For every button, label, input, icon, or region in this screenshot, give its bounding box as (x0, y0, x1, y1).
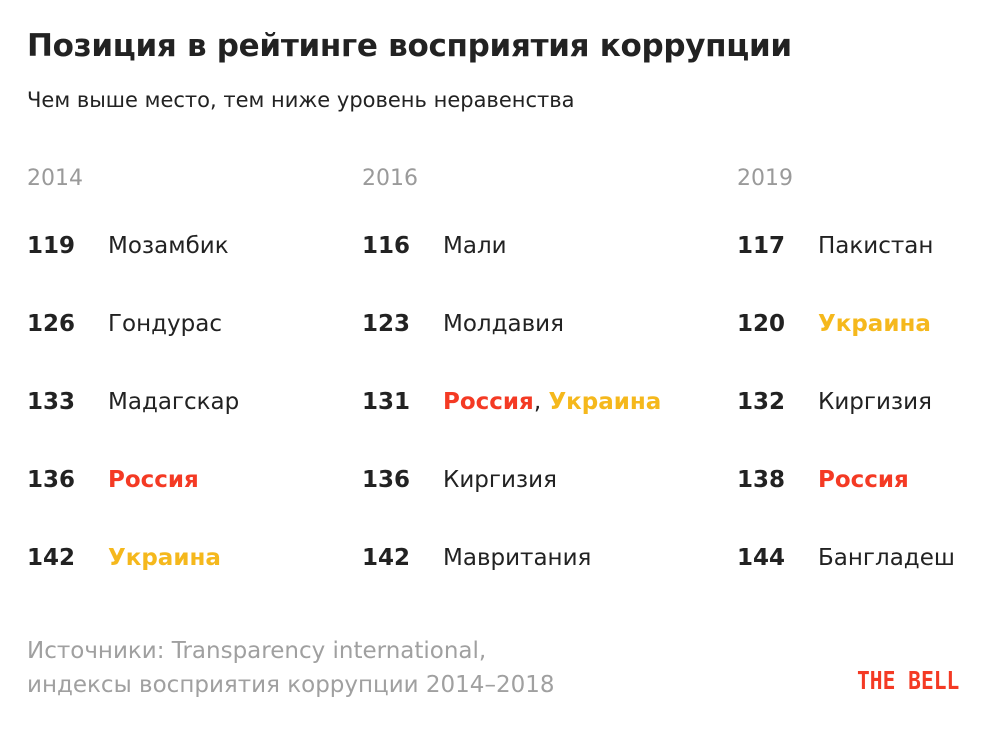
country-name: Гондурас (108, 311, 222, 337)
country-text: Киргизия (818, 389, 932, 415)
rank-value: 136 (27, 467, 76, 493)
country-name: Россия, Украина (443, 389, 661, 415)
rank-value: 132 (737, 389, 786, 415)
year-label: 2014 (27, 166, 83, 191)
rank-value: 144 (737, 545, 786, 571)
country-ukraine: Украина (108, 545, 221, 571)
rank-value: 123 (362, 311, 411, 337)
country-text: , (533, 389, 549, 415)
page-title: Позиция в рейтинге восприятия коррупции (27, 28, 792, 64)
page-subtitle: Чем выше место, тем ниже уровень неравен… (27, 88, 575, 112)
the-bell-logo: THE BELL (857, 666, 960, 695)
year-label: 2016 (362, 166, 418, 191)
source-note: Источники: Transparency international, и… (27, 634, 554, 702)
country-name: Украина (818, 311, 931, 337)
country-russia: Россия (443, 389, 534, 415)
source-line-1: Источники: Transparency international, (27, 638, 487, 664)
country-name: Мадагскар (108, 389, 239, 415)
rank-value: 142 (27, 545, 76, 571)
rank-value: 117 (737, 233, 786, 259)
source-line-2: индексы восприятия коррупции 2014–2018 (27, 672, 555, 698)
country-name: Россия (108, 467, 199, 493)
country-russia: Россия (108, 467, 199, 493)
rank-value: 116 (362, 233, 411, 259)
country-text: Киргизия (443, 467, 557, 493)
country-name: Молдавия (443, 311, 564, 337)
country-text: Мадагскар (108, 389, 240, 415)
country-text: Мавритания (443, 545, 592, 571)
country-text: Пакистан (818, 233, 934, 259)
country-name: Пакистан (818, 233, 933, 259)
country-name: Украина (108, 545, 221, 571)
country-name: Россия (818, 467, 909, 493)
country-ukraine: Украина (548, 389, 662, 415)
country-name: Киргизия (818, 389, 932, 415)
country-russia: Россия (818, 467, 909, 493)
country-text: Бангладеш (818, 545, 955, 571)
rank-value: 126 (27, 311, 76, 337)
country-name: Бангладеш (818, 545, 955, 571)
country-text: Мали (443, 233, 507, 259)
country-name: Мавритания (443, 545, 591, 571)
country-name: Мали (443, 233, 507, 259)
country-text: Мозамбик (108, 233, 229, 259)
rank-value: 138 (737, 467, 786, 493)
country-text: Молдавия (443, 311, 564, 337)
rank-value: 119 (27, 233, 76, 259)
country-name: Киргизия (443, 467, 557, 493)
rank-value: 136 (362, 467, 411, 493)
country-ukraine: Украина (818, 311, 931, 337)
rank-value: 133 (27, 389, 76, 415)
country-text: Гондурас (108, 311, 222, 337)
country-name: Мозамбик (108, 233, 229, 259)
rank-value: 120 (737, 311, 786, 337)
year-label: 2019 (737, 166, 793, 191)
rank-value: 142 (362, 545, 411, 571)
rank-value: 131 (362, 389, 411, 415)
